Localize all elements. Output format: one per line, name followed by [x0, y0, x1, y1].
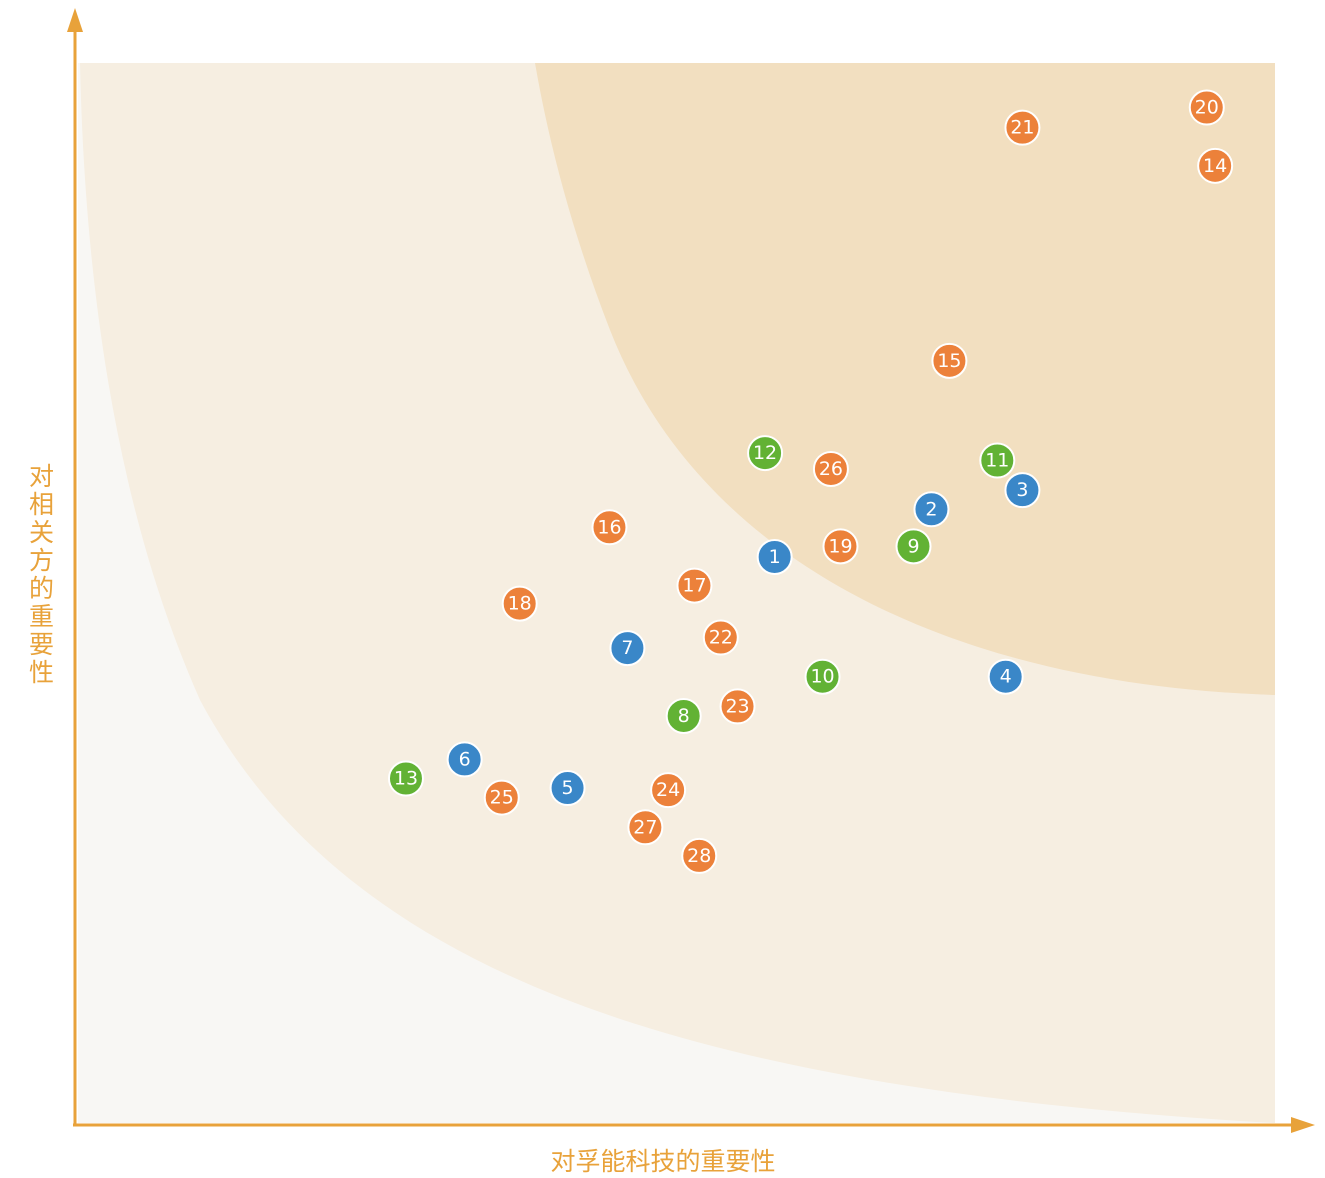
point: [665, 697, 702, 734]
point: [591, 509, 628, 546]
point-label: 12: [753, 442, 777, 464]
point: [702, 619, 739, 656]
point-label: 27: [633, 816, 657, 838]
point-label: 7: [621, 637, 633, 659]
point-label: 21: [1010, 117, 1034, 139]
point: [676, 567, 713, 604]
point-label: 22: [709, 627, 733, 649]
point-label: 4: [1000, 666, 1012, 688]
point: [549, 770, 586, 807]
point: [756, 538, 793, 575]
point: [1188, 89, 1225, 126]
point: [1197, 147, 1234, 184]
point-label: 28: [687, 845, 711, 867]
point-label: 6: [459, 748, 471, 770]
point: [719, 688, 756, 725]
point-label: 24: [656, 779, 680, 801]
point: [446, 741, 483, 778]
point: [804, 658, 841, 695]
point: [913, 491, 950, 528]
point: [747, 435, 784, 472]
x-arrow: [1291, 1117, 1315, 1133]
point: [609, 630, 646, 667]
point: [979, 442, 1016, 479]
point-label: 20: [1195, 97, 1219, 119]
point-label: 26: [819, 458, 843, 480]
point-label: 19: [828, 535, 852, 557]
point-label: 23: [725, 695, 749, 717]
point: [483, 779, 520, 816]
point: [931, 342, 968, 379]
band-high: [535, 63, 1275, 695]
point: [1004, 109, 1041, 146]
point-label: 11: [985, 450, 1009, 472]
x-axis-title: 对孚能科技的重要性: [550, 1147, 775, 1176]
point: [987, 658, 1024, 695]
point-label: 17: [682, 575, 706, 597]
point: [895, 528, 932, 565]
point: [387, 760, 424, 797]
point: [812, 450, 849, 487]
point-label: 10: [810, 666, 834, 688]
y-axis-title: 对相关方的重要性: [26, 463, 55, 687]
point: [681, 837, 718, 874]
point-label: 15: [937, 350, 961, 372]
point: [822, 528, 859, 565]
point: [1004, 472, 1041, 509]
point-label: 25: [490, 787, 514, 809]
y-arrow: [67, 8, 83, 32]
point-label: 13: [394, 768, 418, 790]
point-label: 5: [562, 777, 574, 799]
point: [650, 772, 687, 809]
point: [501, 585, 538, 622]
point: [627, 809, 664, 846]
point-label: 3: [1016, 479, 1028, 501]
point-label: 9: [907, 535, 919, 557]
point-label: 2: [925, 498, 937, 520]
point-label: 18: [508, 593, 532, 615]
point-label: 8: [678, 705, 690, 727]
point-label: 1: [769, 546, 781, 568]
point-label: 16: [597, 516, 621, 538]
point-label: 14: [1203, 155, 1227, 177]
